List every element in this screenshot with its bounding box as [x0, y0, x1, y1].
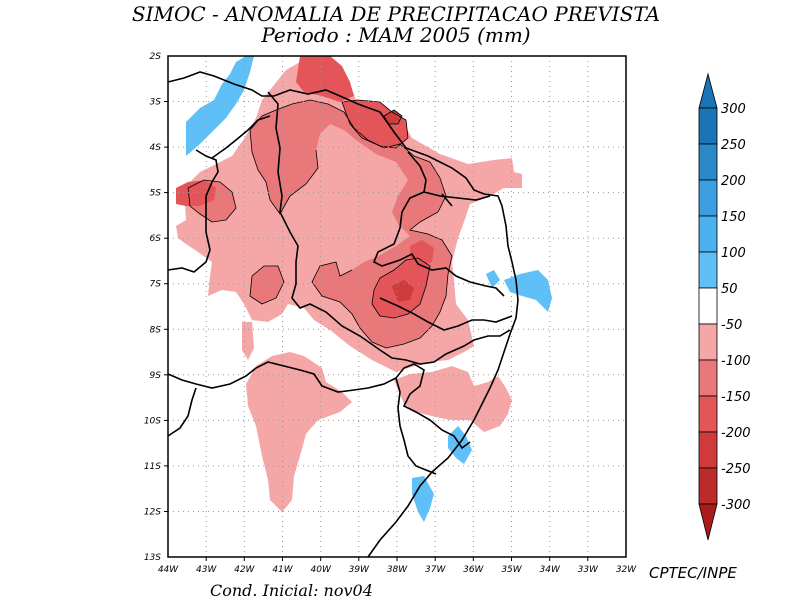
colorbar-label: -200 [721, 426, 751, 441]
colorbar-swatch [698, 107, 718, 145]
colorbar-swatch [698, 251, 718, 289]
lat-label: 13S [144, 553, 161, 563]
lon-label: 39W [349, 565, 370, 575]
lon-label: 41W [272, 565, 293, 575]
colorbar: 300 250 200 150 100 50 -50 -100 -150 -20… [698, 72, 751, 541]
axis-ticks [164, 101, 589, 561]
colorbar-label: -250 [721, 462, 751, 477]
colorbar-swatch [698, 359, 718, 397]
lat-label: 4S [150, 143, 162, 153]
lon-label: 32W [616, 565, 637, 575]
lat-label: 11S [144, 462, 161, 472]
colorbar-swatch [698, 431, 718, 469]
credit-label: CPTEC/INPE [649, 564, 737, 582]
colorbar-swatch [698, 143, 718, 181]
colorbar-label: 150 [721, 210, 746, 225]
initial-condition-label: Cond. Inicial: nov04 [210, 581, 373, 600]
lat-label: 8S [150, 325, 162, 335]
lon-label: 42W [234, 565, 255, 575]
colorbar-label: 200 [721, 174, 746, 189]
colorbar-label: 300 [721, 102, 746, 117]
lon-label: 33W [578, 565, 599, 575]
colorbar-top-arrow [698, 72, 718, 109]
map-area [167, 55, 627, 558]
colorbar-bottom-arrow [698, 503, 718, 541]
colorbar-swatch [698, 395, 718, 433]
lat-label: 6S [150, 234, 162, 244]
latitude-axis: 2S 3S 4S 5S 6S 7S 8S 9S 10S 11S 12S 13S [144, 52, 161, 563]
colorbar-label: 50 [721, 282, 738, 297]
colorbar-label: -50 [721, 318, 742, 333]
colorbar-label: -150 [721, 390, 751, 405]
lat-label: 10S [144, 416, 161, 426]
colorbar-swatch [698, 323, 718, 361]
colorbar-label: 100 [721, 246, 746, 261]
lon-label: 44W [158, 565, 179, 575]
lat-label: 2S [150, 52, 162, 62]
colorbar-swatch [698, 287, 718, 325]
colorbar-swatch [698, 215, 718, 253]
colorbar-label: -300 [721, 498, 751, 513]
lon-label: 43W [196, 565, 217, 575]
colorbar-label: -100 [721, 354, 751, 369]
colorbar-label: 250 [721, 138, 746, 153]
map-subtitle: Periodo : MAM 2005 (mm) [260, 23, 530, 47]
longitude-axis: 44W 43W 42W 41W 40W 39W 38W 37W 36W 35W … [158, 565, 637, 575]
lat-label: 12S [144, 508, 161, 518]
lat-label: 7S [150, 280, 162, 290]
lon-label: 40W [311, 565, 332, 575]
lat-label: 9S [150, 371, 162, 381]
lon-label: 37W [425, 565, 446, 575]
colorbar-swatch [698, 467, 718, 505]
lat-label: 5S [150, 189, 162, 199]
map-title: SIMOC - ANOMALIA DE PRECIPITACAO PREVIST… [132, 2, 660, 26]
state-borders [167, 71, 519, 558]
lon-label: 36W [463, 565, 484, 575]
lat-label: 3S [150, 98, 162, 108]
lon-label: 35W [501, 565, 522, 575]
lon-label: 34W [540, 565, 561, 575]
colorbar-swatch [698, 179, 718, 217]
lon-label: 38W [387, 565, 408, 575]
map-gridlines [168, 56, 626, 557]
